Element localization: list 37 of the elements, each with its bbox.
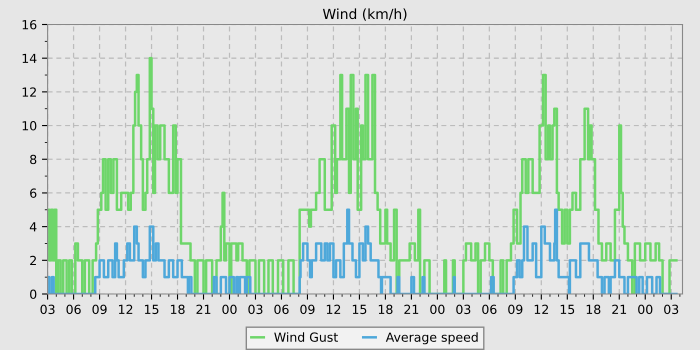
x-tick-label: 06 <box>66 304 81 314</box>
y-tick-label: 16 <box>22 20 36 30</box>
x-tick-label: 00 <box>430 304 444 314</box>
x-tick-label: 06 <box>274 304 289 314</box>
x-tick-label: 00 <box>222 304 237 314</box>
x-tick-label: 15 <box>144 304 158 314</box>
x-tick-label: 18 <box>586 304 600 314</box>
x-tick-label: 15 <box>352 304 366 314</box>
y-tick-label: 14 <box>22 54 36 63</box>
x-tick-label: 00 <box>638 304 652 314</box>
y-tick-label: 8 <box>30 154 36 164</box>
x-tick-label: 09 <box>508 304 522 314</box>
x-tick-label: 03 <box>456 304 470 314</box>
x-tick-label: 03 <box>248 304 262 314</box>
x-tick-label: 18 <box>170 304 185 314</box>
legend-label: Wind Gust <box>274 332 338 342</box>
x-tick-label: 12 <box>534 304 548 314</box>
x-tick-label: 06 <box>482 304 497 314</box>
x-tick-label: 21 <box>404 304 418 314</box>
y-tick-label: 6 <box>30 188 36 198</box>
chart-title: Wind (km/h) <box>322 8 406 21</box>
x-tick-label: 21 <box>196 304 210 314</box>
y-tick-label: 4 <box>30 222 36 232</box>
legend-label: Average speed <box>386 332 478 344</box>
x-tick-label: 03 <box>40 304 55 314</box>
x-tick-label: 09 <box>300 304 315 314</box>
x-tick-label: 18 <box>378 304 392 314</box>
x-tick-label: 21 <box>612 304 626 314</box>
x-tick-label: 09 <box>92 304 107 314</box>
x-tick-label: 15 <box>560 304 574 314</box>
y-tick-label: 10 <box>22 121 36 130</box>
x-tick-label: 03 <box>664 304 678 314</box>
y-tick-label: 0 <box>30 289 36 299</box>
y-tick-label: 2 <box>30 256 36 266</box>
x-tick-label: 12 <box>326 304 340 314</box>
y-tick-label: 12 <box>22 87 36 97</box>
x-tick-label: 12 <box>118 304 132 314</box>
